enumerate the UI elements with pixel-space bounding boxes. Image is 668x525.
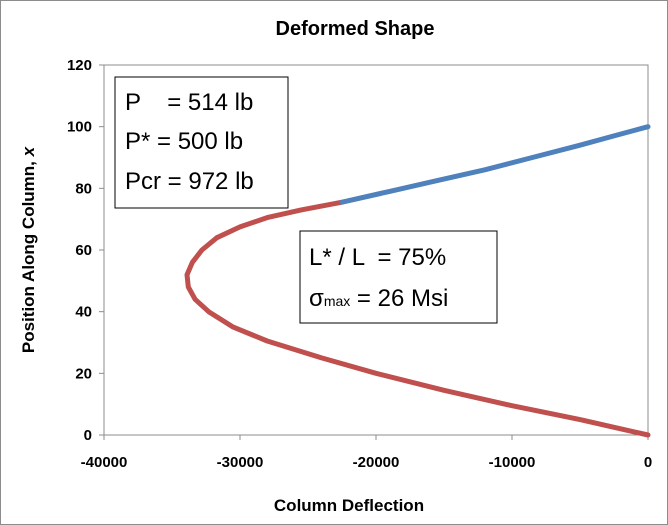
y-tick-label: 60 bbox=[75, 242, 92, 259]
y-axis-ticks: 0 20 40 60 80 100 120 bbox=[67, 57, 104, 444]
x-tick-label: -20000 bbox=[353, 454, 400, 471]
y-tick-label: 0 bbox=[84, 427, 92, 444]
y-tick-label: 40 bbox=[75, 304, 92, 321]
ratio-annotation-box: L* / L = 75% σmax = 26 Msi bbox=[299, 230, 498, 324]
x-tick-label: -30000 bbox=[217, 454, 264, 471]
y-axis-title: Position Along Column, x bbox=[19, 145, 38, 353]
x-tick-label: -40000 bbox=[81, 454, 128, 471]
annotation-length-ratio: L* / L = 75% bbox=[309, 244, 446, 271]
series-lines bbox=[184, 124, 651, 438]
series-line-2 bbox=[339, 124, 651, 205]
annotation-pcr: Pcr = 972 lb bbox=[125, 168, 254, 195]
annotation-p: P = 514 lb bbox=[125, 89, 253, 116]
series-line-1 bbox=[184, 199, 651, 438]
y-tick-label: 100 bbox=[67, 119, 92, 136]
load-annotation-frame bbox=[114, 76, 289, 209]
annotation-p-star: P* = 500 lb bbox=[125, 128, 243, 155]
x-axis-title: Column Deflection bbox=[274, 496, 424, 515]
y-tick-label: 120 bbox=[67, 57, 92, 74]
chart-title: Deformed Shape bbox=[276, 18, 435, 40]
y-tick-label: 20 bbox=[75, 365, 92, 382]
x-axis-ticks: -40000 -30000 -20000 -10000 0 bbox=[81, 435, 652, 471]
load-annotation-box: P = 514 lb P* = 500 lb Pcr = 972 lb bbox=[114, 76, 289, 209]
y-tick-label: 80 bbox=[75, 180, 92, 197]
annotation-max-stress: σmax = 26 Msi bbox=[309, 285, 448, 312]
ratio-annotation-frame bbox=[299, 230, 498, 324]
x-tick-label: 0 bbox=[644, 454, 652, 471]
x-tick-label: -10000 bbox=[489, 454, 536, 471]
